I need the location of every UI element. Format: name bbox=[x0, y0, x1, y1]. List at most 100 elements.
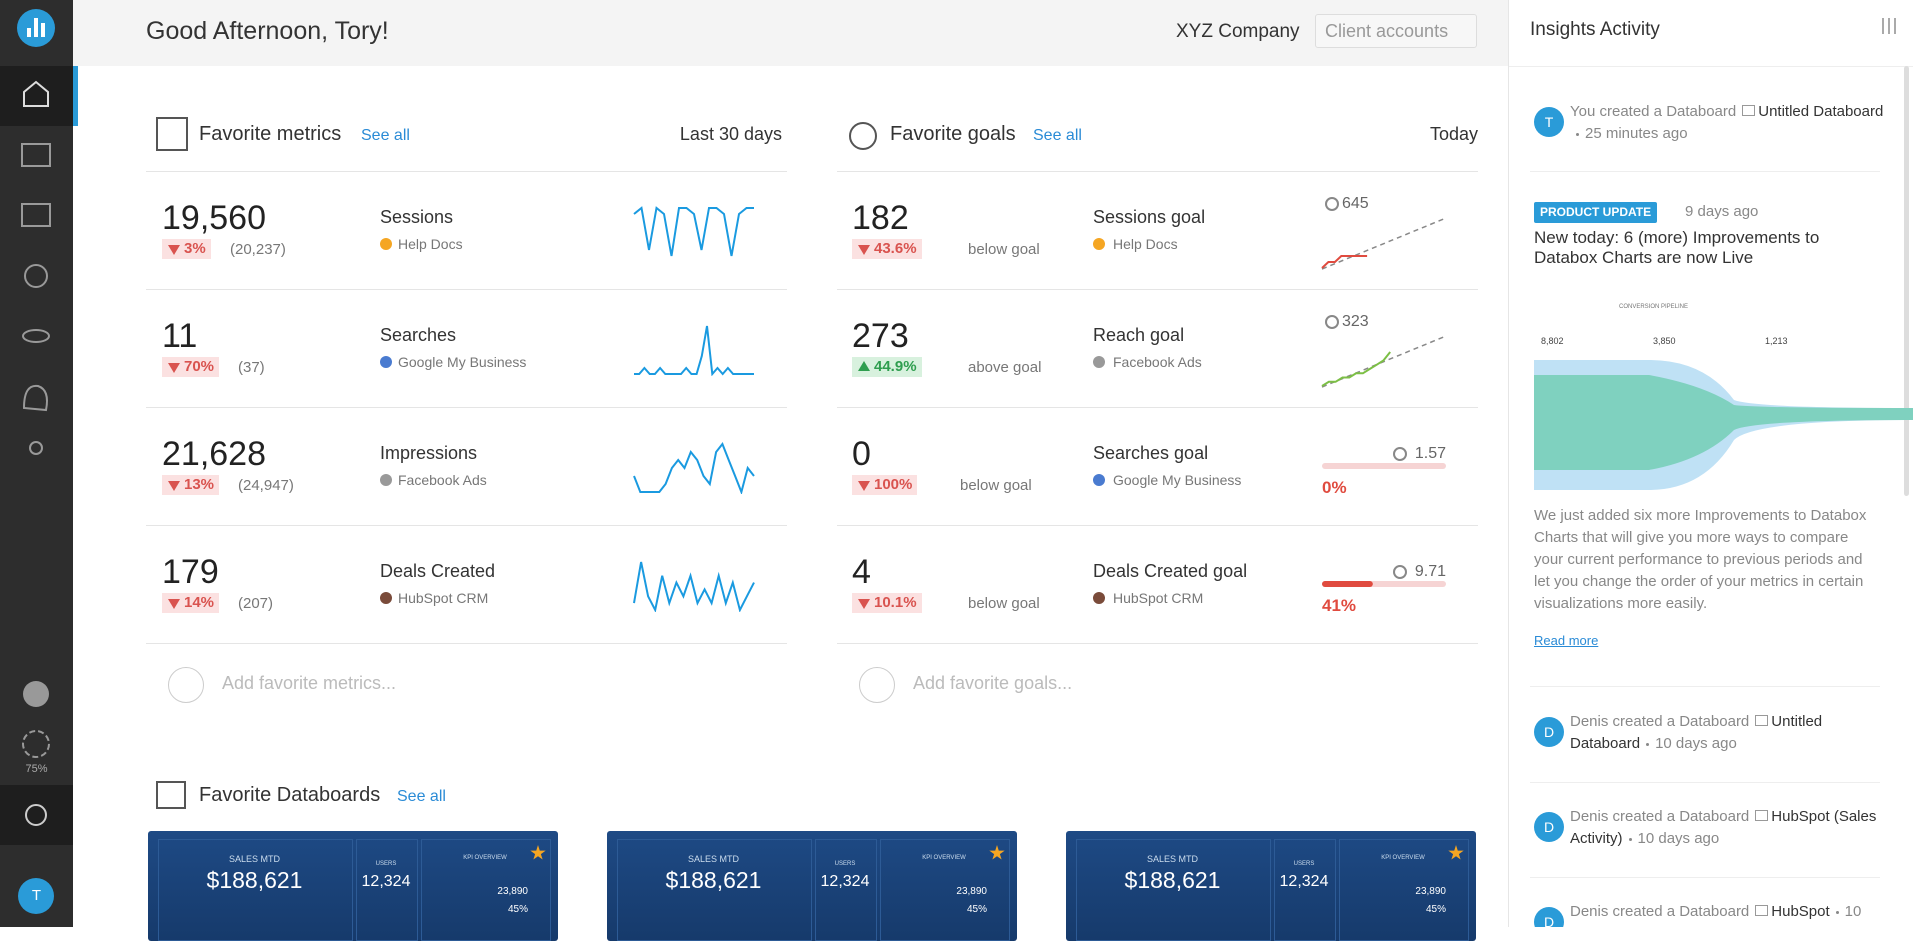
help-icon[interactable] bbox=[23, 681, 49, 707]
company-name: XYZ Company bbox=[1176, 21, 1300, 42]
goal-name: Searches goal bbox=[1093, 443, 1209, 463]
source-name: Facebook Ads bbox=[1113, 354, 1202, 370]
target-icon bbox=[1393, 565, 1407, 579]
progress-fill bbox=[1322, 581, 1373, 587]
source-dot bbox=[380, 356, 392, 368]
feed-board: HubSpot (Sales Activity) bbox=[1570, 808, 1877, 847]
see-all-link[interactable]: See all bbox=[397, 788, 446, 805]
row-rule bbox=[146, 407, 787, 408]
source-name: Facebook Ads bbox=[398, 472, 487, 488]
progress-label: 0% bbox=[1322, 478, 1347, 497]
users-icon[interactable] bbox=[25, 804, 47, 826]
alerts-icon[interactable] bbox=[22, 384, 48, 412]
range-select[interactable]: Last 30 days bbox=[679, 124, 782, 144]
source-name: HubSpot CRM bbox=[398, 590, 489, 606]
filter-icon[interactable] bbox=[1879, 16, 1899, 36]
card-kpi: KPI OVERVIEW bbox=[922, 855, 966, 861]
board-icon bbox=[1742, 105, 1756, 116]
see-all-link[interactable]: See all bbox=[1033, 127, 1082, 144]
feed-avatar: D bbox=[1534, 907, 1564, 927]
source-name: Help Docs bbox=[398, 236, 463, 252]
databoard-card[interactable]: SALES MTD $188,621 USERS 12,324 KPI OVERVIEW… bbox=[1066, 831, 1476, 941]
sparkline-line bbox=[634, 325, 754, 376]
change-arrow bbox=[168, 599, 180, 609]
change-arrow bbox=[168, 245, 180, 255]
target-line bbox=[1321, 217, 1447, 270]
separator-dot bbox=[1646, 742, 1650, 746]
databoard-card[interactable]: SALES MTD $188,621 USERS 12,324 KPI OVERVIEW… bbox=[607, 831, 1017, 941]
update-image bbox=[1534, 360, 1913, 490]
card-users: 12,324 bbox=[1279, 873, 1329, 890]
divider bbox=[1530, 877, 1880, 878]
card-users: 12,324 bbox=[361, 873, 411, 890]
goal-status: below goal bbox=[968, 241, 1040, 258]
databoard-card[interactable]: SALES MTD $188,621 USERS 12,324 KPI OVERVIEW… bbox=[148, 831, 558, 941]
icon-shape bbox=[156, 781, 186, 809]
home-icon[interactable] bbox=[23, 80, 49, 107]
card-kpi-users: 23,890 bbox=[1415, 886, 1446, 897]
add-plus[interactable] bbox=[168, 667, 204, 703]
avatar-letter: T bbox=[31, 887, 42, 904]
avatar[interactable] bbox=[18, 878, 54, 914]
metric-value: 11 bbox=[162, 317, 198, 355]
range-select[interactable]: Today bbox=[1429, 124, 1478, 144]
change-arrow bbox=[168, 481, 180, 491]
source-dot bbox=[1093, 592, 1105, 604]
add-text[interactable]: Add favorite goals... bbox=[913, 673, 1073, 693]
card-kpi: KPI OVERVIEW bbox=[463, 855, 507, 861]
account-area bbox=[0, 785, 73, 845]
update-body: We just added six more Improvements to D… bbox=[1534, 507, 1867, 612]
feed-time: 10 days ago bbox=[1637, 830, 1720, 847]
home-active bbox=[0, 66, 73, 126]
separator-dot bbox=[1835, 910, 1839, 914]
logo-bar bbox=[41, 23, 45, 37]
card-label: SALES MTD bbox=[228, 854, 280, 864]
source-name: HubSpot CRM bbox=[1113, 590, 1204, 606]
source-dot bbox=[380, 592, 392, 604]
add-plus[interactable] bbox=[859, 667, 895, 703]
scrollbar[interactable] bbox=[1904, 66, 1909, 496]
add-text[interactable]: Add favorite metrics... bbox=[222, 673, 397, 693]
databoards-icon[interactable] bbox=[21, 203, 51, 227]
change-arrow bbox=[168, 363, 180, 373]
card-kpi-rate: 45% bbox=[1425, 904, 1446, 915]
feed-avatar: T bbox=[1534, 107, 1564, 137]
row-rule bbox=[146, 525, 787, 526]
change-badge: 100% bbox=[852, 475, 918, 495]
change-value: 3% bbox=[184, 240, 206, 257]
image-value: 3,850 bbox=[1653, 336, 1676, 346]
feed-time: 10 days ago bbox=[1570, 903, 1862, 927]
card-users: 12,324 bbox=[820, 873, 870, 890]
image-value: 8,802 bbox=[1541, 336, 1564, 346]
funnel-green bbox=[1534, 375, 1913, 470]
see-all-link[interactable]: See all bbox=[361, 127, 410, 144]
goal-chart bbox=[1321, 217, 1447, 270]
card-kpi-users: 23,890 bbox=[497, 886, 528, 897]
goals-icon[interactable] bbox=[24, 264, 48, 288]
data-icon[interactable] bbox=[22, 329, 50, 343]
goal-value: 273 bbox=[852, 317, 909, 355]
account-select[interactable]: Client accounts bbox=[1315, 14, 1477, 48]
card-kpi-rate: 45% bbox=[966, 904, 987, 915]
feed-board: Untitled Databoard bbox=[1758, 103, 1884, 120]
divider bbox=[1530, 171, 1880, 172]
sparkline-line bbox=[633, 561, 755, 612]
card-users-label: USERS bbox=[1293, 861, 1315, 867]
team-icon[interactable] bbox=[29, 441, 43, 455]
previous-value: (207) bbox=[238, 595, 274, 612]
metrics-icon[interactable] bbox=[21, 143, 51, 167]
feed-text: You created a Databoard bbox=[1570, 103, 1737, 120]
goal-value: 182 bbox=[852, 199, 909, 237]
feed-entry: You created a Databoard Untitled Databoar… bbox=[1570, 101, 1890, 145]
feed-entry: Denis created a Databoard Untitled Databo… bbox=[1570, 711, 1890, 755]
sparkline-line bbox=[633, 442, 755, 494]
card-label: SALES MTD bbox=[687, 854, 739, 864]
feed-time: 10 days ago bbox=[1655, 735, 1737, 752]
change-value: 100% bbox=[874, 476, 913, 493]
change-badge: 13% bbox=[162, 475, 220, 495]
read-more-link[interactable]: Read more bbox=[1534, 633, 1599, 648]
goal-target: 645 bbox=[1342, 195, 1369, 212]
nav-indicator bbox=[73, 66, 78, 126]
progress-icon[interactable] bbox=[22, 730, 50, 758]
sparkline bbox=[633, 561, 755, 612]
